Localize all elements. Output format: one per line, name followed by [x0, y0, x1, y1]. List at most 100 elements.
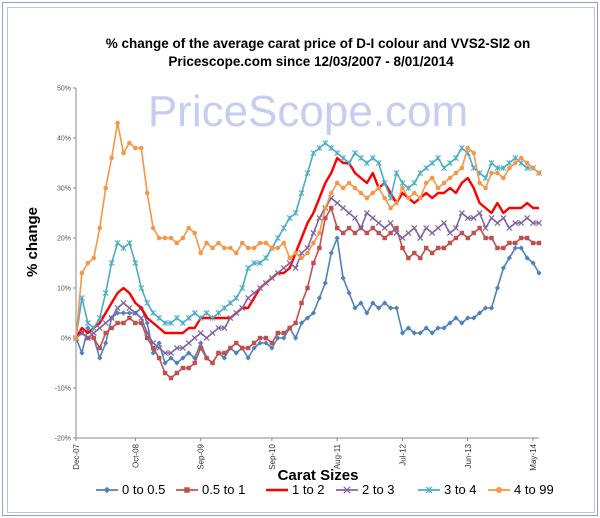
data-point	[323, 205, 328, 211]
data-point	[263, 335, 269, 341]
legend-swatch-marker	[495, 486, 503, 494]
data-point	[126, 240, 133, 246]
data-point	[179, 344, 186, 352]
data-point	[495, 245, 500, 251]
data-point	[524, 165, 531, 171]
data-point	[340, 275, 346, 281]
data-point	[518, 245, 524, 251]
data-point	[334, 225, 340, 231]
data-point	[84, 334, 91, 342]
data-point	[435, 224, 442, 232]
data-point	[263, 340, 269, 346]
data-point	[506, 224, 513, 232]
y-tick-label: 50%	[57, 86, 71, 93]
data-point	[274, 235, 281, 241]
chart-title-line-1: % change of the average carat price of D…	[106, 36, 531, 51]
data-point	[281, 335, 287, 341]
data-point	[417, 330, 423, 336]
data-point	[530, 260, 536, 266]
data-point	[299, 300, 304, 306]
data-point	[363, 209, 370, 217]
data-point	[369, 214, 376, 222]
data-point	[168, 375, 174, 381]
data-point	[145, 335, 150, 341]
data-point	[382, 235, 387, 241]
data-point	[215, 310, 222, 316]
data-point	[292, 210, 299, 216]
data-point	[435, 155, 442, 161]
data-point	[85, 325, 91, 331]
data-point	[524, 255, 530, 261]
data-point	[108, 314, 115, 322]
data-point	[482, 175, 489, 181]
data-point	[471, 150, 476, 156]
data-point	[115, 320, 120, 326]
data-point	[245, 355, 251, 361]
data-point	[228, 245, 233, 251]
data-point	[524, 214, 531, 222]
legend-label: 2 to 3	[362, 482, 395, 497]
data-point	[133, 145, 138, 151]
y-tick-label: 20%	[57, 236, 71, 243]
data-point	[251, 289, 258, 297]
x-axis-label: Carat Sizes	[278, 467, 359, 484]
data-point	[203, 310, 210, 316]
data-point	[375, 160, 382, 166]
data-point	[251, 345, 257, 351]
data-point	[536, 240, 542, 246]
legend-label: 3 to 4	[444, 482, 477, 497]
data-point	[222, 245, 227, 251]
series-3	[72, 194, 543, 357]
data-point	[269, 340, 275, 346]
data-point	[90, 329, 97, 337]
data-point	[477, 310, 483, 316]
y-tick-label: 40%	[57, 136, 71, 143]
data-point	[198, 345, 203, 351]
y-tick-label: 0%	[61, 336, 71, 343]
data-point	[399, 330, 406, 336]
series-2	[74, 156, 539, 339]
data-point	[358, 300, 364, 306]
data-point	[90, 325, 97, 331]
data-point	[197, 315, 204, 321]
data-point	[174, 370, 180, 376]
data-point	[352, 185, 358, 191]
data-point	[121, 320, 126, 326]
data-point	[322, 140, 329, 146]
y-tick-label: -20%	[55, 436, 71, 443]
data-point	[120, 310, 127, 316]
data-point	[227, 300, 234, 306]
data-point	[269, 345, 275, 351]
data-point	[114, 304, 121, 312]
data-point	[388, 205, 393, 211]
data-point	[530, 240, 536, 246]
data-point	[239, 304, 246, 312]
data-point	[162, 320, 168, 326]
data-point	[198, 340, 204, 346]
data-point	[459, 165, 465, 171]
data-point	[286, 259, 293, 267]
data-point	[406, 195, 411, 201]
data-point	[370, 190, 376, 196]
data-point	[102, 319, 109, 327]
x-tick-label: Aug-11	[333, 443, 342, 469]
data-point	[411, 180, 418, 186]
data-point	[530, 165, 536, 171]
data-point	[393, 170, 400, 176]
data-point	[186, 350, 192, 356]
data-point	[162, 349, 169, 357]
data-point	[114, 240, 121, 246]
data-point	[144, 329, 151, 337]
data-point	[85, 260, 91, 266]
data-point	[150, 345, 156, 351]
legend-item: 2 to 3	[336, 482, 395, 497]
data-point	[411, 224, 418, 232]
data-point	[191, 310, 198, 316]
data-point	[210, 360, 215, 366]
data-point	[423, 325, 429, 331]
legend-swatch-marker	[184, 487, 190, 493]
data-point	[488, 214, 495, 222]
data-point	[204, 240, 209, 246]
data-point	[156, 340, 162, 346]
data-point	[376, 230, 381, 236]
